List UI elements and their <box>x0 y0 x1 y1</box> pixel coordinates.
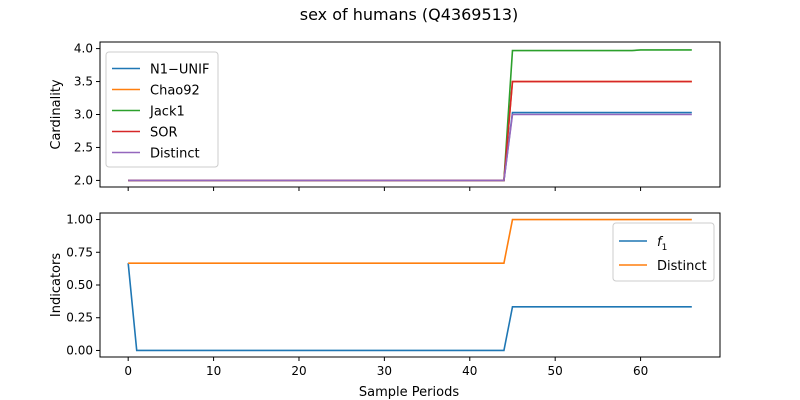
cardinality-panel: 2.0 2.5 3.0 3.5 4.0 Cardinality N1−UNIF Chao92 J… <box>49 41 721 191</box>
x-tick-label-3: 30 <box>377 364 392 378</box>
legend-frame-0 <box>105 51 219 168</box>
legend-frame-1 <box>612 222 715 282</box>
legend-label-1-1: Distinct <box>657 259 707 274</box>
x-tick-label-4: 40 <box>462 364 477 378</box>
y-tick-label-1-2: 0.50 <box>66 278 93 292</box>
y-tick-label-1-3: 0.75 <box>66 245 93 259</box>
legend-label-0-1: Chao92 <box>150 84 200 99</box>
series-line-1-0 <box>127 263 692 352</box>
y-tick-label-0-0: 2.0 <box>74 173 93 187</box>
y-tick-label-0-4: 4.0 <box>74 42 93 56</box>
x-tick-label-6: 60 <box>633 364 648 378</box>
y-tick-label-0-1: 2.5 <box>74 140 93 154</box>
y-axis-label-0: Cardinality <box>49 79 64 150</box>
legend-0: N1−UNIF Chao92 Jack1 SOR Distinct <box>105 51 219 168</box>
legend-label-1-0: f1 <box>657 235 667 253</box>
series-line-1-1 <box>128 218 692 264</box>
legend-label-0-2: Jack1 <box>149 105 185 120</box>
series-line-0-4 <box>128 113 692 182</box>
x-tick-label-2: 20 <box>291 364 306 378</box>
y-tick-label-0-2: 3.0 <box>74 108 93 122</box>
y-axis-label-1: Indicators <box>49 253 64 317</box>
y-tick-label-1-0: 0.00 <box>66 343 93 357</box>
legend-1: f1 Distinct <box>612 222 715 282</box>
y-tick-label-1-1: 0.25 <box>66 311 93 325</box>
y-tick-label-1-4: 1.00 <box>66 213 93 227</box>
x-tick-label-1: 10 <box>206 364 221 378</box>
x-tick-label-5: 50 <box>548 364 563 378</box>
legend-label-0-0: N1−UNIF <box>150 63 209 78</box>
legend-label-0-3: SOR <box>150 126 178 141</box>
legend-label-0-4: Distinct <box>150 147 200 162</box>
y-tick-label-0-3: 3.5 <box>74 75 93 89</box>
x-axis-label: Sample Periods <box>359 385 459 400</box>
chart-title: sex of humans (Q4369513) <box>300 5 519 24</box>
indicators-panel: 0.00 0.25 0.50 0.75 1.00 0 10 20 30 40 50 60 Indicat… <box>49 212 721 378</box>
x-tick-label-0: 0 <box>124 364 132 378</box>
